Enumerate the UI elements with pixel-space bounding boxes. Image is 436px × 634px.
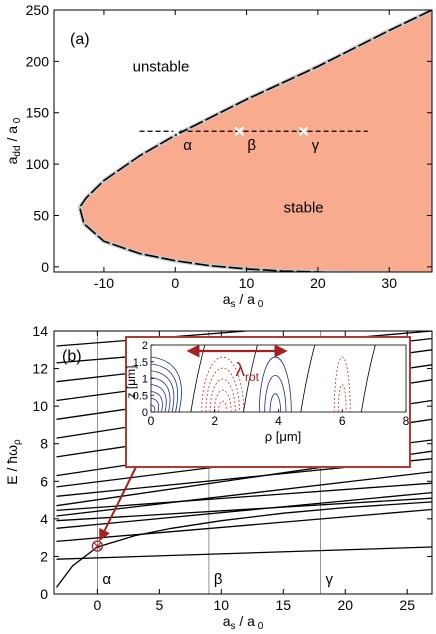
energy-curve-2 xyxy=(56,508,432,543)
xtick-label: 30 xyxy=(381,275,397,291)
panel-b-xlabel: as / a 0 xyxy=(223,613,264,632)
xtick-label: 10 xyxy=(239,275,255,291)
inset-pointer-arrow xyxy=(99,466,137,542)
contour-blue-core xyxy=(150,404,156,413)
contour-blue-core xyxy=(150,384,167,413)
vertical-marker-label-0: α xyxy=(102,571,111,588)
stability-boundary-curve xyxy=(78,10,432,272)
inset-ticks: 0 2 4 6 800.511.52 xyxy=(133,340,410,428)
inset-xtick-label: 2 xyxy=(211,414,218,428)
inset-xtick-label: 4 xyxy=(275,414,282,428)
ytick-label: 150 xyxy=(26,105,50,121)
unstable-region-label: unstable xyxy=(133,59,190,76)
energy-curve-6 xyxy=(56,482,432,512)
energy-curve-0 xyxy=(55,501,432,588)
contour-blue-core xyxy=(150,363,179,413)
panel-a-label: (a) xyxy=(70,31,90,48)
stable-region-fill xyxy=(79,10,432,272)
panel-a: α β γ -10 0 10 20 30 0 50 100 150 200 250 (a) unstab… xyxy=(4,2,433,310)
inset-ytick-label: 0 xyxy=(142,407,148,419)
ytick-label: 0 xyxy=(40,586,48,602)
panel-a-ticks: -10 0 10 20 30 0 50 100 150 200 250 xyxy=(26,2,432,291)
xtick-label: 25 xyxy=(399,597,415,613)
marker-x-2 xyxy=(298,126,309,137)
energy-curve-5 xyxy=(56,471,432,517)
marker-group: α β γ xyxy=(170,126,320,154)
contour-blue xyxy=(269,393,282,413)
energy-curve-1 xyxy=(56,546,432,560)
marker-x-0 xyxy=(170,126,181,137)
xtick-label: 20 xyxy=(337,597,353,613)
vertical-marker-labels: α β γ xyxy=(102,571,333,588)
contour-red xyxy=(201,356,245,413)
ytick-label: 2 xyxy=(40,548,48,564)
panel-a-xlabel: as / a 0 xyxy=(223,291,264,310)
lambda-rot-label: λrot xyxy=(235,360,259,384)
inset-border xyxy=(125,336,411,468)
contour-red xyxy=(209,378,236,413)
panel-a-plot-area: α β γ xyxy=(54,10,432,272)
inset-xtick-label: 8 xyxy=(403,414,410,428)
panel-b-ylabel: E / ħωρ xyxy=(4,439,23,485)
energy-curve-4 xyxy=(56,497,432,522)
inset-ytick-label: 1 xyxy=(142,374,148,386)
marker-label-1: β xyxy=(247,137,256,154)
marker-label-0: α xyxy=(183,137,192,154)
ytick-label: 12 xyxy=(32,361,48,377)
highlight-point xyxy=(91,540,104,552)
contour-red xyxy=(218,400,228,413)
xtick-label: 0 xyxy=(171,275,179,291)
panel-b-frame xyxy=(53,330,433,595)
ytick-label: 10 xyxy=(32,398,48,414)
contour-blue xyxy=(264,375,287,413)
stable-region-label: stable xyxy=(284,199,324,216)
ytick-label: 100 xyxy=(26,156,50,172)
contour-red xyxy=(337,384,347,413)
ytick-label: 6 xyxy=(40,473,48,489)
xtick-label: 0 xyxy=(93,597,101,613)
xtick-label: 10 xyxy=(214,597,230,613)
contour-red xyxy=(213,389,232,413)
contour-nodal-line xyxy=(360,344,376,413)
panel-a-ylabel: add / a 0 xyxy=(4,117,23,164)
inset-ytick-label: 0.5 xyxy=(133,390,148,402)
highlight-point-cross xyxy=(93,542,102,550)
marker-x-1 xyxy=(234,126,245,137)
ytick-label: 14 xyxy=(32,323,48,339)
contour-red xyxy=(205,367,240,413)
contour-blue-core xyxy=(150,397,160,413)
vertical-marker-label-2: γ xyxy=(325,571,333,588)
ytick-label: 200 xyxy=(26,53,50,69)
energy-curve-3 xyxy=(56,491,432,529)
xtick-label: -10 xyxy=(94,275,114,291)
inset-ylabel: z [μm] xyxy=(124,366,138,399)
contour-blue-core xyxy=(150,370,175,413)
panel-b-label: (b) xyxy=(62,348,82,365)
ytick-label: 0 xyxy=(41,259,49,275)
inset-ytick-label: 2 xyxy=(142,340,148,352)
xtick-label: 15 xyxy=(275,597,291,613)
contour-blue-core xyxy=(150,390,163,413)
inset-ytick-label: 1.5 xyxy=(133,357,148,369)
inset: 0 2 4 6 800.511.52 λrot ρ [μm] z [μm] xyxy=(124,336,411,468)
xtick-label: 5 xyxy=(155,597,163,613)
contour-red xyxy=(333,356,351,413)
ytick-label: 4 xyxy=(40,511,48,527)
ytick-label: 250 xyxy=(26,2,50,18)
panel-a-frame xyxy=(53,9,433,273)
contour-blue-core xyxy=(150,356,182,413)
ytick-label: 8 xyxy=(40,436,48,452)
vertical-marker-label-1: β xyxy=(214,571,223,588)
contour-blue-core xyxy=(150,377,171,413)
inset-xtick-label: 6 xyxy=(339,414,346,428)
inset-xtick-label: 0 xyxy=(148,414,155,428)
ytick-label: 50 xyxy=(33,207,49,223)
contour-nodal-line xyxy=(300,344,316,413)
xtick-label: 20 xyxy=(310,275,326,291)
inset-xlabel: ρ [μm] xyxy=(265,429,302,444)
marker-label-2: γ xyxy=(312,137,320,154)
